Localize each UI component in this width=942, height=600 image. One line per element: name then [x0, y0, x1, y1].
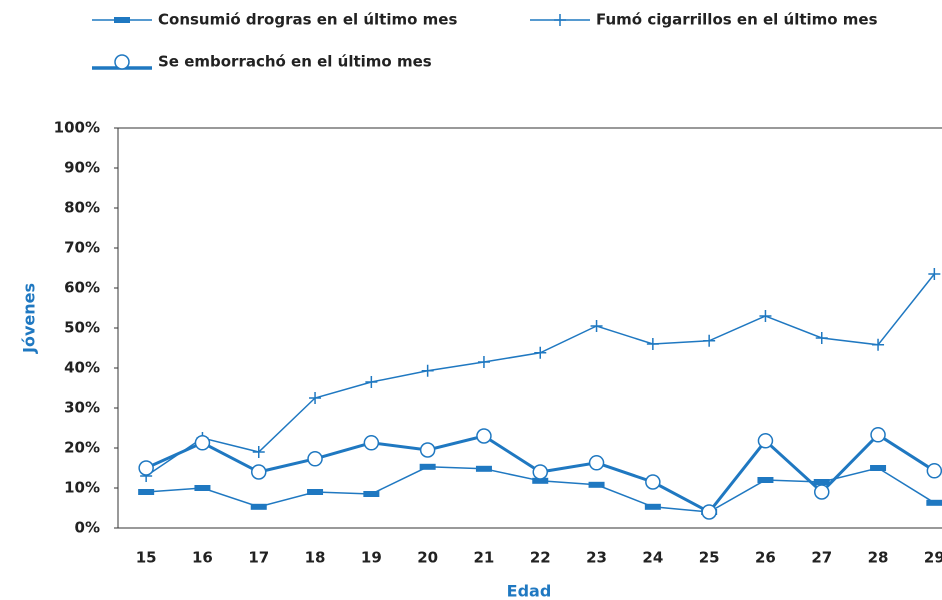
x-tick-label: 27: [811, 549, 832, 567]
marker: [477, 356, 490, 368]
marker: [870, 465, 887, 471]
marker: [926, 499, 942, 506]
x-tick-label: 24: [642, 549, 663, 567]
y-tick-label: 40%: [64, 359, 100, 377]
marker: [532, 464, 548, 480]
marker: [532, 477, 549, 484]
marker: [194, 485, 211, 491]
marker: [926, 463, 942, 479]
y-tick-label: 70%: [64, 239, 100, 257]
marker: [251, 464, 267, 480]
marker: [928, 268, 941, 280]
y-axis-title: Jóvenes: [20, 283, 39, 354]
x-tick-label: 22: [530, 549, 551, 567]
x-tick-label: 29: [924, 549, 942, 567]
marker: [138, 489, 155, 495]
legend-label: Se emborrachó en el último mes: [158, 53, 432, 71]
marker: [759, 310, 772, 322]
x-tick-label: 28: [868, 549, 889, 567]
marker: [703, 334, 716, 347]
marker: [815, 332, 828, 344]
marker: [250, 503, 267, 510]
y-tick-label: 80%: [64, 199, 100, 217]
x-tick-label: 25: [699, 549, 720, 567]
marker: [646, 338, 659, 350]
marker: [363, 491, 380, 497]
marker: [814, 484, 830, 500]
marker: [475, 465, 492, 472]
marker: [588, 455, 605, 471]
legend-item: Consumió drogras en el último mes: [92, 11, 457, 29]
y-tick-label: 60%: [64, 279, 100, 297]
marker: [138, 460, 154, 476]
x-axis-title: Edad: [507, 582, 552, 600]
x-tick-label: 21: [474, 549, 495, 567]
series-line: [145, 273, 935, 477]
marker: [419, 463, 436, 470]
marker: [757, 433, 774, 449]
y-tick-label: 20%: [64, 439, 100, 457]
y-tick-label: 0%: [75, 519, 100, 537]
marker: [114, 17, 130, 23]
marker: [365, 376, 378, 388]
marker: [363, 435, 380, 451]
marker: [813, 479, 830, 485]
marker: [419, 442, 436, 458]
x-tick-label: 18: [305, 549, 326, 567]
legend-item: Fumó cigarrillos en el último mes: [530, 11, 878, 29]
marker: [590, 320, 603, 332]
marker: [554, 14, 566, 26]
marker: [421, 364, 434, 377]
marker: [588, 481, 605, 488]
marker: [872, 338, 885, 351]
y-tick-label: 50%: [64, 319, 100, 337]
marker: [307, 489, 324, 495]
y-tick-label: 90%: [64, 159, 100, 177]
marker: [307, 451, 323, 467]
legend-label: Fumó cigarrillos en el último mes: [596, 11, 878, 29]
y-tick-label: 100%: [54, 119, 100, 137]
x-tick-label: 19: [361, 549, 382, 567]
marker: [252, 446, 265, 458]
marker: [114, 54, 130, 70]
x-tick-label: 16: [192, 549, 213, 567]
marker: [870, 427, 886, 443]
marker: [476, 428, 492, 444]
marker: [534, 346, 547, 359]
marker: [701, 504, 717, 520]
x-tick-label: 20: [417, 549, 438, 567]
x-tick-label: 23: [586, 549, 607, 567]
marker: [194, 435, 211, 451]
x-tick-label: 15: [136, 549, 157, 567]
marker: [645, 474, 661, 490]
marker: [309, 392, 322, 404]
x-tick-label: 26: [755, 549, 776, 567]
y-tick-label: 10%: [64, 479, 100, 497]
y-tick-label: 30%: [64, 399, 100, 417]
legend-item: Se emborrachó en el último mes: [92, 53, 432, 71]
marker: [644, 503, 661, 510]
marker: [757, 477, 774, 483]
legend-label: Consumió drogras en el último mes: [158, 11, 457, 29]
x-tick-label: 17: [248, 549, 269, 567]
